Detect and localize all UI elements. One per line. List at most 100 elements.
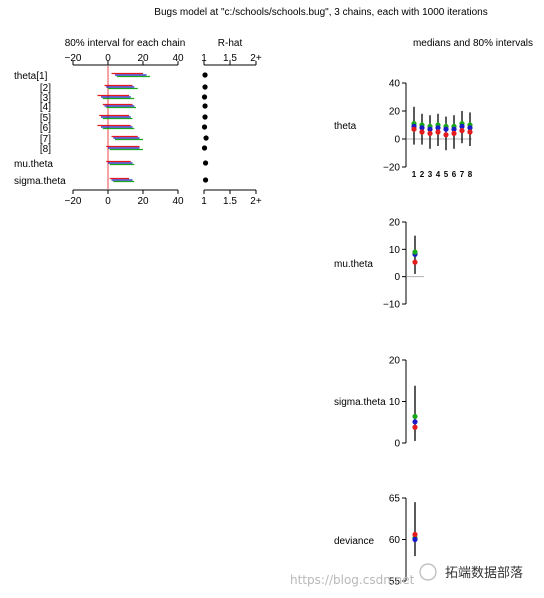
theta-median — [459, 128, 465, 134]
theta-index-label: 1 — [412, 170, 417, 179]
y-tick-label: 0 — [394, 439, 400, 450]
param-median — [412, 419, 418, 425]
tick-label: 40 — [172, 196, 184, 207]
theta-median — [427, 126, 433, 132]
tick-label: 1 — [201, 53, 207, 64]
row-label: sigma.theta — [14, 176, 66, 187]
tick-label: −20 — [65, 53, 82, 64]
tick-label: 1.5 — [223, 196, 237, 207]
y-tick-label: −10 — [383, 300, 400, 311]
theta-median — [467, 125, 473, 131]
param-median — [412, 259, 418, 265]
rhat-point — [201, 94, 208, 100]
param-median — [412, 424, 418, 430]
param-label: mu.theta — [334, 259, 373, 270]
theta-median — [451, 126, 457, 132]
theta-median — [467, 129, 473, 135]
page-title: Bugs model at "c:/schools/schools.bug", … — [154, 7, 487, 18]
theta-index-label: 6 — [452, 170, 457, 179]
y-tick-label: 60 — [389, 535, 401, 546]
wechat-icon — [419, 563, 437, 581]
tick-label: −20 — [65, 196, 82, 207]
watermark-brand: 拓端数据部落 — [445, 566, 523, 581]
rhat-point — [203, 135, 209, 141]
rhat-bottom-axis: 1 1.5 2+ — [201, 189, 262, 207]
row-labels: theta[1][2][3][4][5][6][7][8] mu.theta sig… — [14, 71, 66, 187]
watermark-url: https://blog.csdn.net — [290, 573, 415, 587]
theta-index-label: 5 — [444, 170, 449, 179]
rhat-point — [202, 177, 209, 183]
row-label: [5] — [40, 113, 51, 124]
medians-panel-title: medians and 80% intervals — [413, 38, 533, 49]
rhat-point — [202, 103, 208, 109]
theta-median — [451, 130, 457, 136]
theta-index-label: 7 — [460, 170, 465, 179]
row-label: [6] — [40, 123, 51, 134]
tick-label: 2+ — [250, 196, 262, 207]
theta-index-label: 2 — [420, 170, 425, 179]
rhat-point — [201, 145, 208, 151]
theta-median — [443, 132, 449, 138]
param-label: deviance — [334, 536, 374, 547]
interval-top-axis: −20 0 20 40 — [65, 53, 184, 66]
theta-median — [419, 129, 425, 135]
param-label: sigma.theta — [334, 397, 386, 408]
rhat-point — [202, 160, 209, 166]
param-median — [412, 531, 418, 538]
y-tick-label: −20 — [383, 163, 400, 174]
chain-intervals — [97, 72, 150, 183]
mu-theta-plot: 20 10 0 −10 mu.theta — [334, 218, 424, 311]
row-label: [7] — [40, 134, 51, 145]
rhat-point — [202, 72, 208, 78]
interval-bottom-axis: −20 0 20 40 — [65, 189, 184, 207]
tick-label: 2+ — [250, 53, 262, 64]
y-tick-label: 20 — [389, 218, 401, 229]
theta-index-label: 4 — [436, 170, 441, 179]
tick-label: 20 — [137, 53, 149, 64]
row-label: theta[1] — [14, 71, 48, 82]
theta-index-label: 8 — [468, 170, 473, 179]
theta-median — [435, 125, 441, 131]
row-label: [8] — [40, 144, 51, 155]
y-tick-label: 0 — [394, 272, 400, 283]
tick-label: 40 — [172, 53, 184, 64]
y-tick-label: 10 — [389, 397, 401, 408]
theta-median — [411, 126, 417, 132]
row-label: mu.theta — [14, 159, 53, 170]
y-tick-label: 20 — [389, 107, 401, 118]
watermark-badge: 拓端数据部落 — [419, 563, 523, 581]
y-tick-label: 40 — [389, 79, 401, 90]
theta-plot: 40 20 0 −20 theta 1 2 3 4 5 6 7 8 — [334, 79, 473, 180]
param-label: theta — [334, 121, 357, 132]
tick-label: 0 — [105, 196, 111, 207]
row-label: [3] — [40, 93, 51, 104]
theta-median — [459, 123, 465, 129]
tick-label: 0 — [105, 53, 111, 64]
param-median — [412, 413, 418, 420]
y-tick-label: 65 — [389, 494, 401, 505]
param-median — [412, 249, 418, 255]
row-label: [4] — [40, 102, 51, 113]
interval-panel-title: 80% interval for each chain — [65, 38, 186, 49]
tick-label: 1 — [201, 196, 207, 207]
rhat-point — [201, 124, 208, 130]
theta-median — [419, 125, 425, 131]
row-label: [2] — [40, 83, 51, 94]
y-tick-label: 10 — [389, 245, 401, 256]
theta-median — [443, 126, 449, 132]
tick-label: 1.5 — [223, 53, 237, 64]
tick-label: 20 — [137, 196, 149, 207]
param-median — [412, 536, 418, 543]
rhat-top-axis: 1 1.5 2+ — [201, 53, 262, 66]
deviance-plot: 65 60 55 deviance — [334, 494, 418, 588]
theta-median — [427, 130, 433, 136]
theta-index-label: 3 — [428, 170, 433, 179]
y-tick-label: 55 — [389, 577, 401, 588]
theta-median — [435, 129, 441, 135]
y-tick-label: 0 — [394, 135, 400, 146]
rhat-point — [202, 114, 208, 120]
y-tick-label: 20 — [389, 356, 401, 367]
sigma-theta-plot: 20 10 0 sigma.theta — [334, 356, 418, 450]
rhat-points — [201, 72, 209, 183]
